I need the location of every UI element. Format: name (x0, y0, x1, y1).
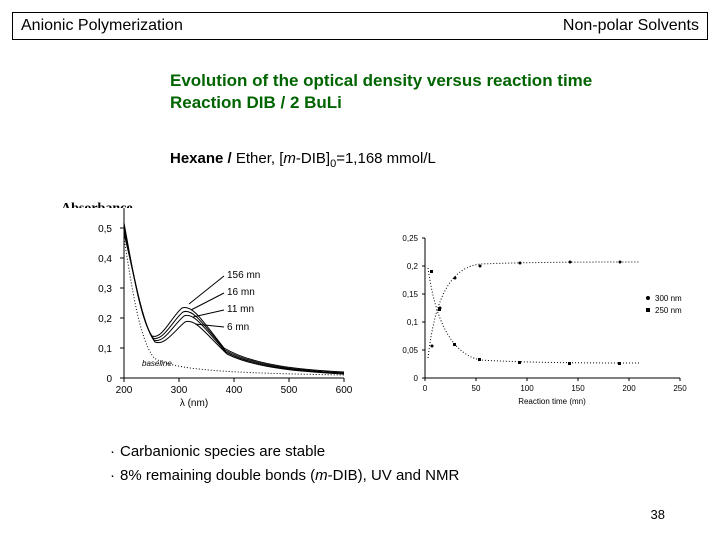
svg-text:400: 400 (226, 385, 243, 396)
svg-text:300 nm: 300 nm (655, 294, 682, 303)
svg-text:0,2: 0,2 (98, 314, 112, 325)
svg-text:6 mn: 6 mn (227, 322, 249, 333)
header-left: Anionic Polymerization (21, 17, 183, 35)
svg-text:500: 500 (281, 385, 298, 396)
conditions: Hexane / Ether, [m-DIB]0=1,168 mmol/L (170, 150, 436, 170)
svg-text:600: 600 (336, 385, 353, 396)
header-right: Non-polar Solvents (563, 17, 699, 35)
title-line-2: Reaction DIB / 2 BuLi (170, 92, 680, 114)
svg-text:156 mn: 156 mn (227, 270, 260, 281)
svg-text:0,5: 0,5 (98, 224, 112, 235)
svg-text:16 mn: 16 mn (227, 287, 255, 298)
svg-text:Reaction time (mn): Reaction time (mn) (518, 397, 586, 406)
svg-text:250 nm: 250 nm (655, 306, 682, 315)
svg-text:0: 0 (414, 374, 419, 383)
cond-m: m (283, 150, 296, 167)
bullet-2: ·8% remaining double bonds (m-DIB), UV a… (110, 464, 459, 488)
svg-text:0: 0 (423, 384, 428, 393)
svg-text:250: 250 (673, 384, 687, 393)
svg-text:11 mn: 11 mn (227, 304, 254, 315)
svg-text:200: 200 (622, 384, 636, 393)
svg-text:100: 100 (520, 384, 534, 393)
svg-text:50: 50 (472, 384, 481, 393)
svg-text:0,05: 0,05 (402, 346, 418, 355)
svg-text:λ (nm): λ (nm) (180, 398, 208, 408)
svg-text:300: 300 (171, 385, 188, 396)
svg-text:0,4: 0,4 (98, 254, 112, 265)
header-bar: Anionic Polymerization Non-polar Solvent… (12, 12, 708, 40)
cond-r3: =1,168 mmol/L (336, 150, 436, 167)
svg-text:0,25: 0,25 (402, 234, 418, 243)
title-line-1: Evolution of the optical density versus … (170, 70, 680, 92)
svg-text:0,3: 0,3 (98, 284, 112, 295)
svg-text:0,2: 0,2 (407, 262, 419, 271)
svg-text:150: 150 (571, 384, 585, 393)
title-block: Evolution of the optical density versus … (170, 70, 680, 114)
svg-text:0,15: 0,15 (402, 290, 418, 299)
svg-text:0: 0 (106, 374, 112, 385)
chart-right: 0 0,05 0,1 0,15 0,2 0,25 0 50 100 150 20… (380, 228, 700, 408)
svg-text:200: 200 (116, 385, 133, 396)
page-number: 38 (651, 507, 665, 522)
bullet-1: ·Carbanionic species are stable (110, 440, 459, 464)
svg-text:0,1: 0,1 (407, 318, 419, 327)
svg-text:0,1: 0,1 (98, 344, 112, 355)
cond-bold: Hexane / (170, 150, 236, 167)
cond-r1: Ether, [ (236, 150, 284, 167)
chart-left: 0 0,1 0,2 0,3 0,4 0,5 200 300 400 500 60… (24, 208, 364, 408)
bullets: ·Carbanionic species are stable ·8% rema… (110, 440, 459, 488)
svg-text:baseline: baseline (142, 359, 172, 368)
cond-r2: -DIB] (296, 150, 330, 167)
